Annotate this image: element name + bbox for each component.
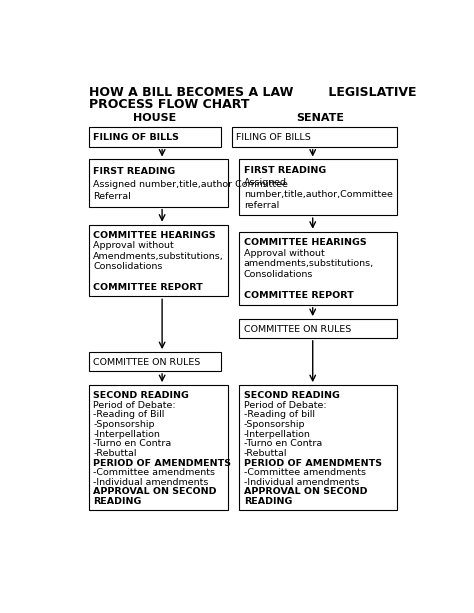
FancyBboxPatch shape: [232, 127, 397, 147]
Text: COMMITTEE REPORT: COMMITTEE REPORT: [244, 291, 354, 300]
Text: Consolidations: Consolidations: [244, 270, 313, 279]
Text: -Interpellation: -Interpellation: [244, 430, 310, 439]
FancyBboxPatch shape: [239, 232, 397, 305]
Text: -Committee amendments: -Committee amendments: [244, 468, 365, 477]
Text: Period of Debate:: Period of Debate:: [244, 401, 326, 409]
Text: -Interpellation: -Interpellation: [93, 430, 160, 439]
Text: Approval without: Approval without: [244, 249, 324, 258]
FancyBboxPatch shape: [239, 159, 397, 215]
Text: -Reading of Bill: -Reading of Bill: [93, 410, 164, 419]
Text: FIRST READING: FIRST READING: [93, 167, 175, 176]
Text: COMMITTEE REPORT: COMMITTEE REPORT: [93, 283, 203, 292]
FancyBboxPatch shape: [89, 385, 228, 510]
Text: Assigned: Assigned: [244, 178, 287, 187]
Text: referral: referral: [244, 201, 279, 210]
Text: APPROVAL ON SECOND: APPROVAL ON SECOND: [93, 487, 217, 497]
Text: READING: READING: [93, 497, 141, 506]
Text: SECOND READING: SECOND READING: [244, 391, 339, 400]
Text: number,title,author,Committee: number,title,author,Committee: [244, 189, 392, 199]
Text: -Committee amendments: -Committee amendments: [93, 468, 215, 477]
Text: SECOND READING: SECOND READING: [93, 391, 189, 400]
Text: Consolidations: Consolidations: [93, 262, 163, 271]
Text: -Individual amendments: -Individual amendments: [93, 478, 209, 487]
Text: Amendments,substitutions,: Amendments,substitutions,: [93, 252, 224, 261]
Text: FIRST READING: FIRST READING: [244, 166, 326, 175]
Text: -Turno en Contra: -Turno en Contra: [93, 440, 171, 448]
FancyBboxPatch shape: [89, 352, 221, 371]
Text: READING: READING: [244, 497, 292, 506]
Text: Period of Debate:: Period of Debate:: [93, 401, 176, 409]
Text: FILING OF BILLS: FILING OF BILLS: [93, 133, 179, 142]
Text: -Individual amendments: -Individual amendments: [244, 478, 359, 487]
Text: COMMITTEE ON RULES: COMMITTEE ON RULES: [93, 358, 201, 367]
Text: COMMITTEE HEARINGS: COMMITTEE HEARINGS: [93, 231, 216, 240]
Text: PROCESS FLOW CHART: PROCESS FLOW CHART: [89, 97, 249, 111]
Text: COMMITTEE HEARINGS: COMMITTEE HEARINGS: [244, 238, 366, 247]
Text: Referral: Referral: [93, 192, 131, 201]
Text: Approval without: Approval without: [93, 242, 174, 250]
FancyBboxPatch shape: [89, 159, 228, 207]
Text: Assigned number,title,author Committee: Assigned number,title,author Committee: [93, 180, 288, 189]
Text: PERIOD OF AMENDMENTS: PERIOD OF AMENDMENTS: [244, 459, 382, 468]
Text: -Turno en Contra: -Turno en Contra: [244, 440, 322, 448]
FancyBboxPatch shape: [239, 319, 397, 338]
FancyBboxPatch shape: [239, 385, 397, 510]
Text: HOW A BILL BECOMES A LAW        LEGISLATIVE: HOW A BILL BECOMES A LAW LEGISLATIVE: [89, 86, 416, 99]
Text: amendments,substitutions,: amendments,substitutions,: [244, 259, 374, 268]
Text: PERIOD OF AMENDMENTS: PERIOD OF AMENDMENTS: [93, 459, 231, 468]
Text: -Rebuttal: -Rebuttal: [244, 449, 287, 458]
Text: APPROVAL ON SECOND: APPROVAL ON SECOND: [244, 487, 367, 497]
Text: -Reading of bill: -Reading of bill: [244, 410, 315, 419]
Text: HOUSE: HOUSE: [133, 113, 176, 123]
Text: COMMITTEE ON RULES: COMMITTEE ON RULES: [244, 325, 351, 334]
FancyBboxPatch shape: [89, 127, 221, 147]
Text: -Rebuttal: -Rebuttal: [93, 449, 137, 458]
Text: -Sponsorship: -Sponsorship: [244, 420, 305, 429]
Text: FILING OF BILLS: FILING OF BILLS: [237, 133, 311, 142]
Text: SENATE: SENATE: [296, 113, 344, 123]
Text: -Sponsorship: -Sponsorship: [93, 420, 155, 429]
FancyBboxPatch shape: [89, 224, 228, 296]
